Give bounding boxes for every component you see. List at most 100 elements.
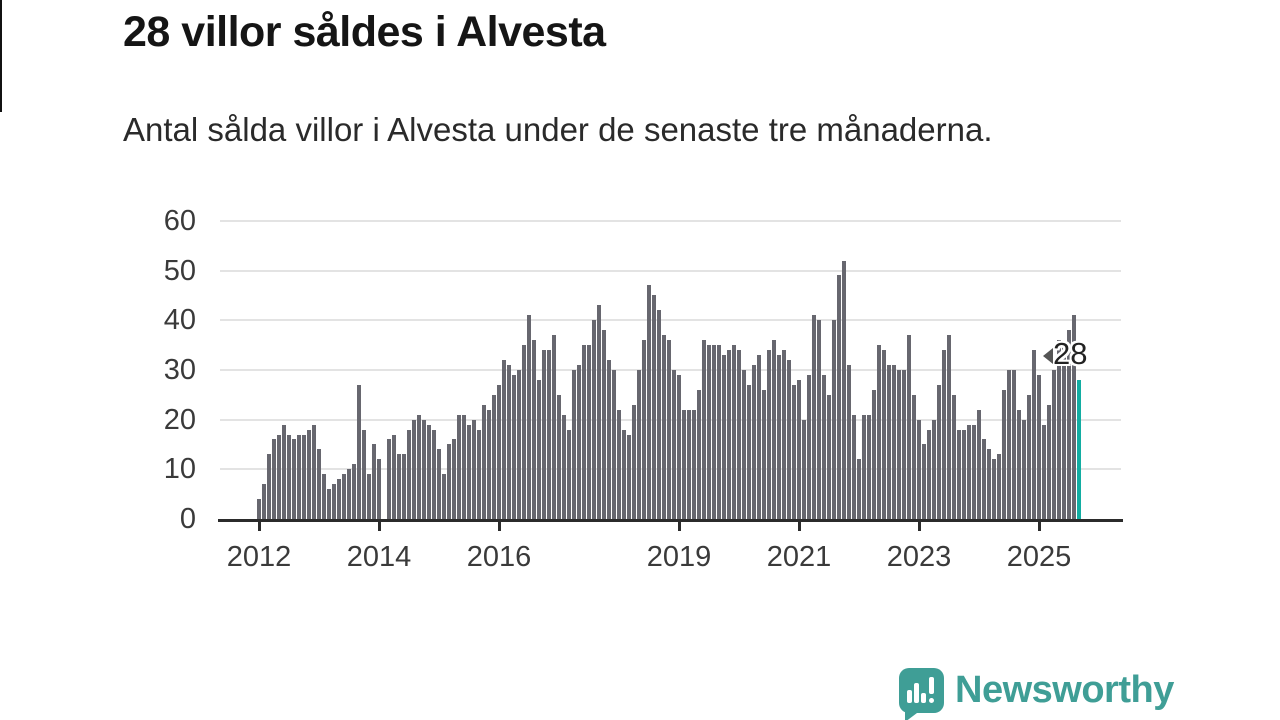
bar	[952, 394, 956, 519]
bar	[597, 305, 601, 519]
logo-bar-3	[921, 693, 926, 703]
bar	[507, 364, 511, 519]
bar	[457, 414, 461, 519]
bar	[937, 384, 941, 519]
bar	[962, 429, 966, 519]
bar	[482, 404, 486, 519]
bar	[832, 320, 836, 519]
bar	[797, 379, 801, 519]
page-title: 28 villor såldes i Alvesta	[123, 8, 606, 56]
bar	[867, 414, 871, 519]
bar	[537, 379, 541, 519]
bar	[332, 484, 336, 519]
bar	[627, 434, 631, 519]
latest-value-label: 28	[1053, 336, 1088, 371]
bar	[872, 389, 876, 519]
y-tick-label: 10	[163, 453, 196, 486]
bar	[842, 260, 846, 519]
bar	[387, 439, 391, 519]
y-tick-label: 20	[163, 403, 196, 436]
bar	[287, 434, 291, 519]
bar	[907, 335, 911, 519]
bar	[882, 350, 886, 519]
bar	[377, 459, 381, 519]
bar	[837, 275, 841, 519]
bar	[407, 429, 411, 519]
bar	[592, 320, 596, 519]
bar	[1057, 340, 1061, 519]
bar	[737, 350, 741, 519]
bar	[982, 439, 986, 519]
bar	[487, 409, 491, 519]
bar	[747, 384, 751, 519]
bar	[502, 359, 506, 519]
house-sales-bar-chart: 0 10 20 30 40 50 60 2012 2014 2016 2019 2021 2023 20…	[163, 206, 1123, 573]
bar	[692, 409, 696, 519]
x-tick	[498, 522, 501, 531]
bar	[477, 429, 481, 519]
bar	[607, 359, 611, 519]
bar	[902, 369, 906, 519]
bar	[472, 419, 476, 519]
bar	[817, 320, 821, 519]
bar	[542, 350, 546, 519]
x-tick	[798, 522, 801, 531]
bar	[1052, 369, 1056, 519]
bar	[292, 439, 296, 519]
bar	[652, 295, 656, 519]
bar	[1007, 369, 1011, 519]
gridline	[220, 219, 1121, 222]
bar	[297, 434, 301, 519]
bar	[1012, 369, 1016, 519]
bar	[267, 454, 271, 519]
bar	[412, 419, 416, 519]
annotation-pointer-icon	[1043, 348, 1053, 364]
bar	[632, 404, 636, 519]
bar	[367, 474, 371, 519]
bar	[942, 350, 946, 519]
bar	[792, 384, 796, 519]
x-tick	[258, 522, 261, 531]
bar	[1032, 350, 1036, 519]
bar	[302, 434, 306, 519]
bar	[517, 369, 521, 519]
bar	[657, 310, 661, 519]
bar	[757, 354, 761, 519]
latest-value-annotation: 28	[1043, 336, 1088, 372]
bar	[847, 364, 851, 519]
bar	[1002, 389, 1006, 519]
bar	[857, 459, 861, 519]
bar	[327, 489, 331, 519]
bar	[742, 369, 746, 519]
bar	[272, 439, 276, 519]
bar	[527, 315, 531, 519]
bar	[392, 434, 396, 519]
x-tick	[378, 522, 381, 531]
bar	[312, 424, 316, 519]
bar	[787, 359, 791, 519]
bar	[972, 424, 976, 519]
bar	[767, 350, 771, 519]
bar	[577, 364, 581, 519]
x-tick-label: 2019	[646, 541, 712, 573]
bar	[897, 369, 901, 519]
bar	[827, 394, 831, 519]
x-tick	[1038, 522, 1041, 531]
bar	[1027, 394, 1031, 519]
bar	[352, 464, 356, 519]
logo-bar-2	[914, 683, 919, 703]
bar	[547, 350, 551, 519]
bar	[262, 484, 266, 519]
bar	[807, 374, 811, 519]
bar	[637, 369, 641, 519]
logo-text: Newsworthy	[955, 669, 1174, 711]
bar	[512, 374, 516, 519]
bar	[322, 474, 326, 519]
bar	[782, 350, 786, 519]
bar	[702, 340, 706, 519]
x-axis-line	[218, 519, 1123, 522]
bar	[802, 419, 806, 519]
bar	[957, 429, 961, 519]
bar	[587, 345, 591, 519]
x-tick	[918, 522, 921, 531]
